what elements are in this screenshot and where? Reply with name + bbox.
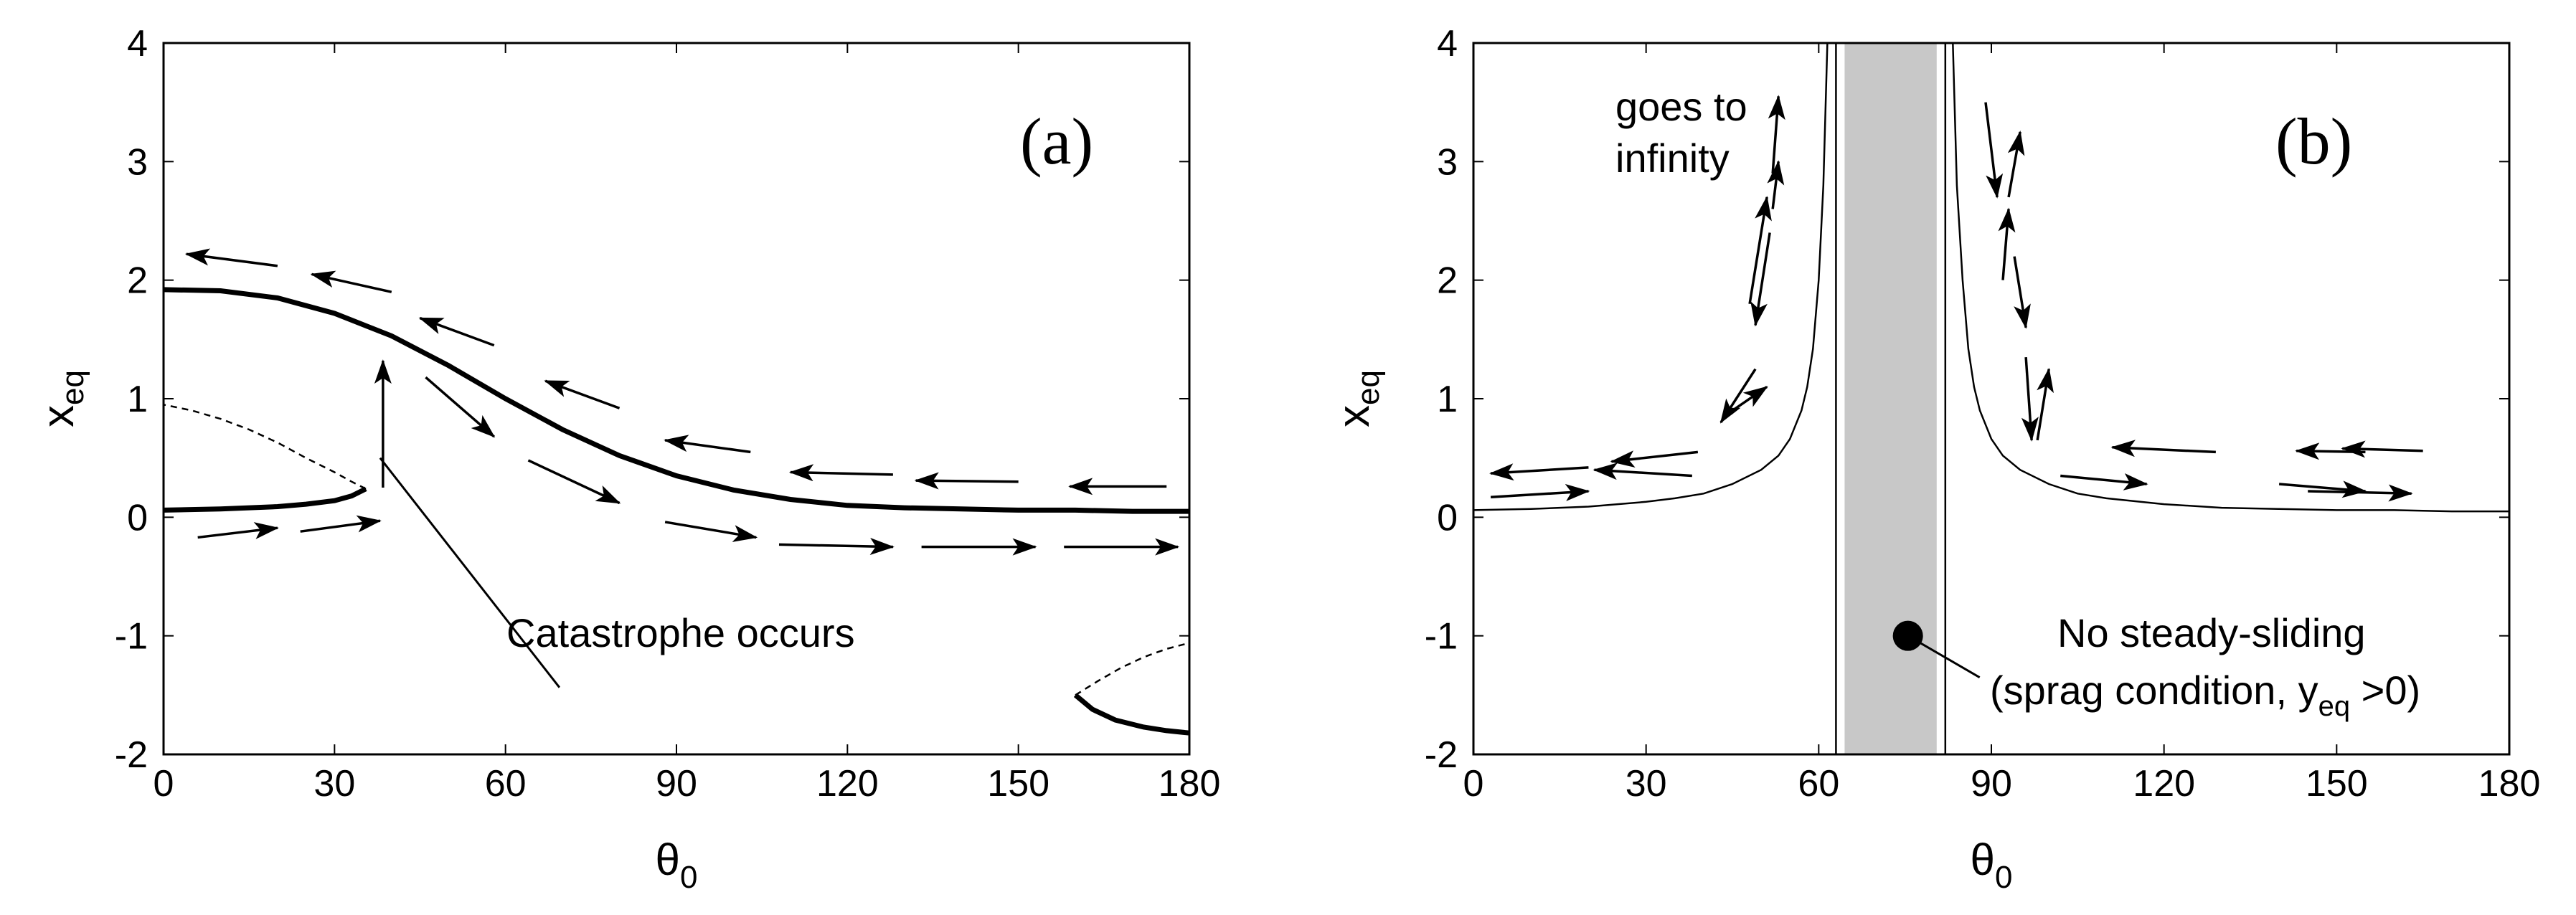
flow-arrow-b	[2007, 131, 2025, 198]
y-tick-label-a: 4	[127, 23, 148, 65]
y-axis-label-a: xeq	[34, 370, 90, 427]
y-tick-label-a: -1	[115, 616, 148, 658]
x-tick-label-b: 0	[1463, 763, 1484, 805]
flow-arrow-a	[184, 248, 278, 267]
flow-arrow-a	[310, 270, 392, 293]
flow-arrow-a	[778, 538, 895, 555]
y-tick-label-b: -2	[1425, 734, 1458, 776]
x-tick-label-a: 0	[154, 763, 174, 805]
x-tick-label-b: 90	[1971, 763, 2012, 805]
panel-a: 0 30 60 90 120 150 180 -2 -1 0 1 2 3 4 (a) xeq θ0 Cat…	[34, 23, 1220, 895]
flow-arrow-a	[418, 316, 495, 347]
x-tick-label-a: 60	[485, 763, 527, 805]
y-tick-label-b: -1	[1425, 616, 1458, 658]
y-tick-label-a: 2	[127, 260, 148, 302]
flow-arrow-b	[1490, 483, 1590, 501]
flow-arrow-b	[1719, 368, 1757, 424]
x-tick-label-b: 150	[2306, 763, 2368, 805]
x-axis-label-b: θ0	[1971, 835, 2013, 895]
curve-a	[1073, 693, 1189, 736]
x-tick-label-a: 180	[1159, 763, 1221, 805]
y-tick-label-a: -2	[115, 734, 148, 776]
x-tick-label-a: 30	[313, 763, 355, 805]
curve-b	[1952, 43, 2509, 513]
y-tick-label-a: 0	[127, 497, 148, 539]
catastrophe-pointer	[379, 457, 561, 688]
flow-arrow-b	[2013, 256, 2031, 329]
y-tick-label-a: 1	[127, 379, 148, 420]
x-tick-label-b: 60	[1798, 763, 1839, 805]
panel-label-a: (a)	[1020, 105, 1093, 178]
flow-arrow-a	[544, 379, 621, 409]
x-axis-label-a: θ0	[656, 835, 698, 895]
no-steady-sliding-region	[1844, 43, 1937, 754]
flow-arrow-a	[197, 522, 279, 539]
flow-arrow-b	[2036, 367, 2054, 441]
x-tick-label-b: 180	[2478, 763, 2541, 805]
sprag-condition-annotation: (sprag condition, yeq >0)	[1990, 668, 2420, 722]
x-tick-label-a: 120	[816, 763, 879, 805]
no-steady-sliding-annotation: No steady-sliding	[2057, 610, 2366, 655]
flow-arrow-a	[914, 472, 1019, 490]
flow-arrow-b	[1750, 232, 1771, 327]
flow-arrow-b	[2060, 473, 2148, 490]
flow-arrow-b	[1489, 463, 1589, 481]
y-tick-label-b: 4	[1437, 23, 1458, 65]
flow-arrow-a	[300, 515, 382, 533]
curve-a	[164, 404, 367, 490]
flow-arrow-b	[1768, 95, 1785, 174]
y-tick-label-b: 1	[1437, 379, 1458, 420]
sprag-pointer	[1907, 635, 1981, 678]
catastrophe-annotation: Catastrophe occurs	[506, 610, 855, 655]
curve-b	[1473, 43, 1829, 511]
flow-arrow-b	[2110, 440, 2216, 458]
flow-arrow-b	[1984, 102, 2004, 199]
flow-arrow-a	[425, 376, 496, 438]
x-tick-label-b: 30	[1626, 763, 1667, 805]
curve-a	[164, 486, 367, 513]
x-tick-label-b: 120	[2133, 763, 2195, 805]
x-tick-label-a: 150	[987, 763, 1049, 805]
y-tick-label-a: 3	[127, 141, 148, 183]
y-axis-label-b: xeq	[1329, 370, 1386, 427]
flow-arrow-a	[527, 459, 621, 505]
panel-b: 0 30 60 90 120 150 180 -2 -1 0 1 2 3 4 (b) xeq θ0 goe…	[1329, 23, 2540, 895]
flow-arrow-b	[2341, 440, 2423, 458]
panel-label-b: (b)	[2275, 105, 2352, 178]
curve-a	[1075, 642, 1189, 696]
flow-arrow-b	[1610, 450, 1699, 468]
flow-arrow-b	[2021, 357, 2039, 442]
flow-arrow-b	[1748, 195, 1772, 305]
y-tick-label-b: 2	[1437, 260, 1458, 302]
flow-arrow-b	[2295, 442, 2366, 460]
flow-arrow-b	[1998, 207, 2016, 280]
y-tick-label-b: 0	[1437, 497, 1458, 539]
flow-arrow-b	[1593, 463, 1692, 480]
flow-arrow-b	[2278, 480, 2367, 498]
flow-arrow-a	[664, 435, 751, 454]
goes-to-infinity-annotation-line2: infinity	[1615, 136, 1730, 181]
goes-to-infinity-annotation: goes to	[1615, 84, 1747, 129]
flow-arrow-a	[664, 521, 758, 542]
flow-arrow-a	[788, 464, 893, 482]
flow-arrow-b	[2308, 484, 2413, 502]
y-tick-label-b: 3	[1437, 141, 1458, 183]
x-tick-label-a: 90	[656, 763, 697, 805]
flow-arrow-b	[1767, 160, 1785, 209]
curve-a	[164, 287, 1189, 514]
